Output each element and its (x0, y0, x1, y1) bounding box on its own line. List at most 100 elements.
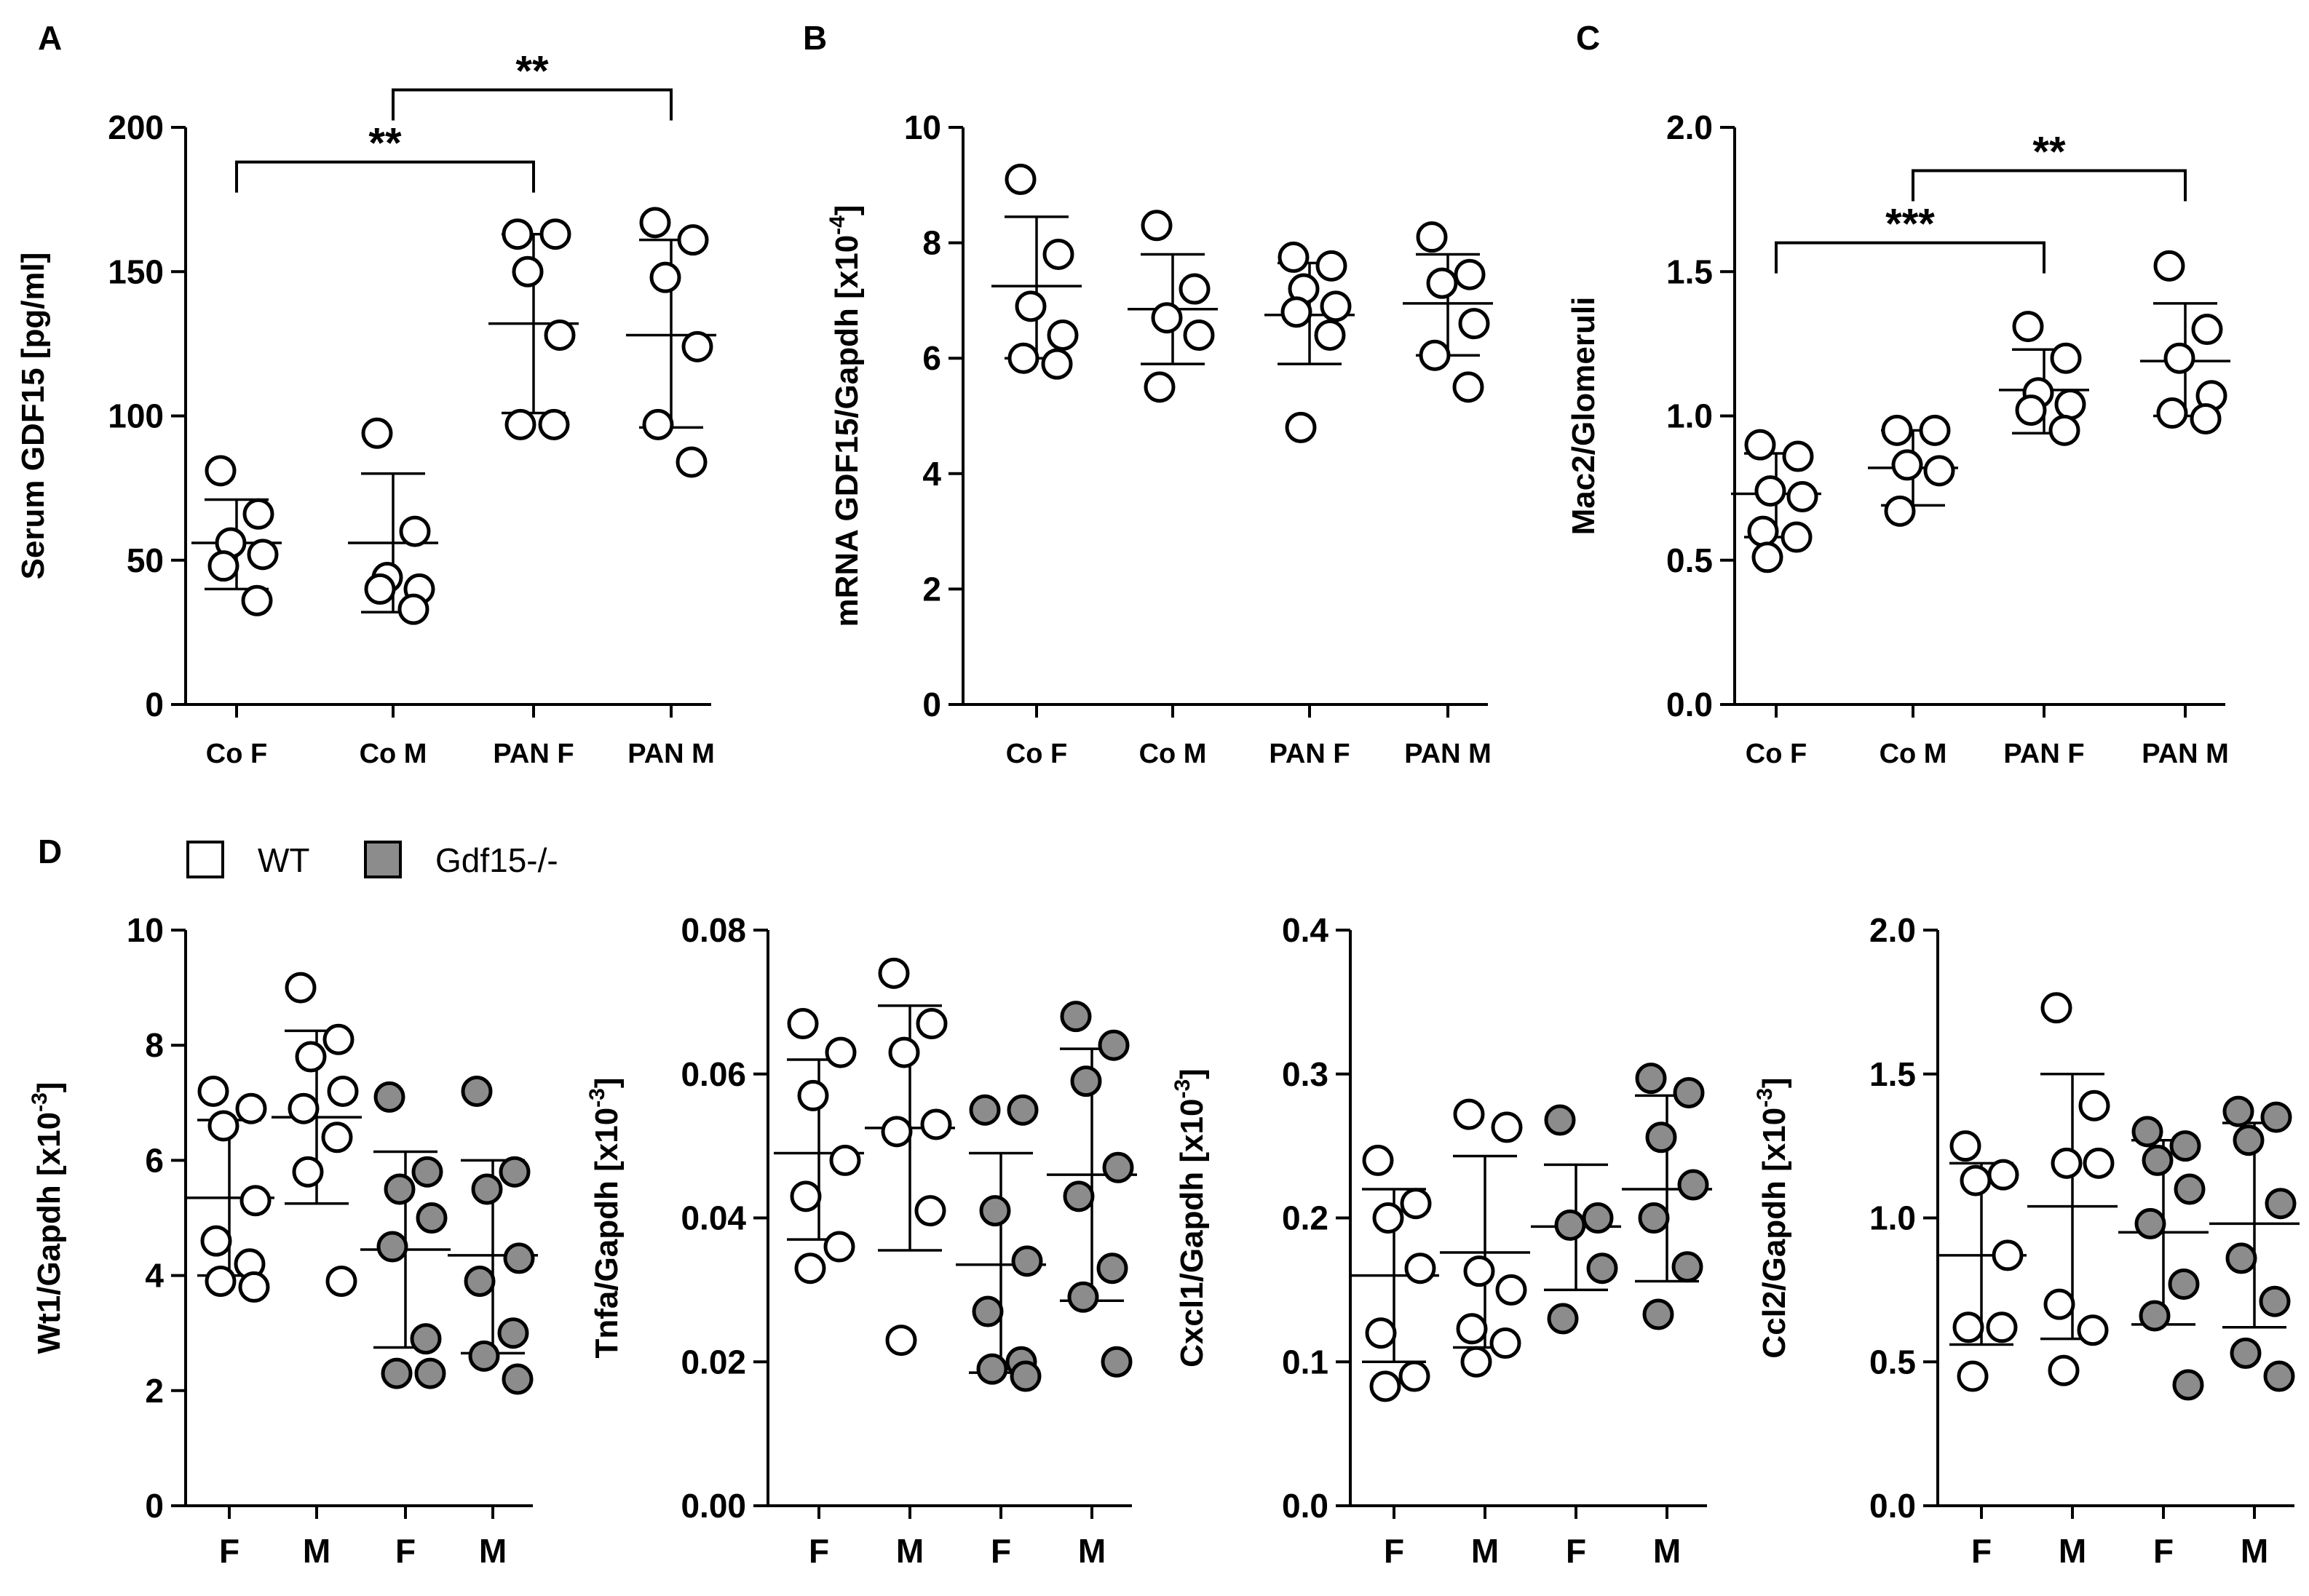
data-point (2048, 414, 2080, 446)
data-point (197, 1075, 229, 1107)
data-point (916, 1008, 948, 1040)
data-point (538, 408, 570, 440)
data-point (1744, 429, 1776, 461)
significance-label: ** (515, 47, 549, 95)
significance-label: ** (368, 120, 402, 167)
data-point (1063, 1180, 1095, 1212)
data-point (2153, 250, 2185, 282)
y-tick-label: 0.0 (1282, 1487, 1328, 1525)
data-point (414, 1357, 446, 1389)
data-point (410, 1323, 442, 1355)
data-point (2225, 1242, 2257, 1274)
data-point (1458, 308, 1490, 340)
data-point (878, 957, 910, 989)
y-axis-title-exponent: -4 (825, 215, 849, 235)
data-point (1315, 250, 1347, 282)
data-point (1949, 1130, 1981, 1162)
data-point (1101, 1346, 1133, 1378)
data-point (1151, 302, 1183, 334)
x-category-label: Co M (1139, 739, 1207, 769)
data-point (1751, 541, 1783, 573)
data-point (539, 218, 571, 250)
data-point (797, 1079, 829, 1111)
data-point (1453, 1098, 1485, 1130)
data-point (361, 417, 393, 449)
data-point (247, 539, 279, 571)
y-axis-title-text: Wt1/Gapdh [x10 (31, 1112, 67, 1354)
legend-label-wt: WT (258, 841, 310, 879)
data-point (1495, 1274, 1527, 1306)
y-tick-label: 6 (145, 1141, 164, 1179)
data-point (2263, 1360, 2295, 1392)
data-point (1400, 1188, 1432, 1220)
data-point (1456, 1313, 1488, 1345)
data-point (1786, 481, 1818, 513)
y-axis-title: Ccl2/Gapdh [x10-3] (1753, 1077, 1792, 1358)
data-point (2172, 1369, 2204, 1401)
x-category-label: F (1384, 1532, 1404, 1570)
data-point (1285, 411, 1317, 443)
data-point (825, 1036, 857, 1068)
data-point (384, 1173, 416, 1205)
y-tick-label: 10 (904, 108, 941, 146)
data-point (1183, 319, 1215, 351)
significance-bracket (1912, 169, 2187, 202)
data-point (502, 1363, 534, 1395)
y-tick-label: 0.00 (681, 1487, 746, 1525)
data-point (544, 319, 576, 351)
y-tick-label: 2 (145, 1372, 164, 1410)
x-category-label: Co F (206, 739, 267, 769)
data-point (2222, 1095, 2254, 1127)
y-axis-title: Cxcl1/Gapdh [x10-3] (1171, 1068, 1210, 1367)
y-tick-label: 0.4 (1282, 911, 1328, 949)
data-point (512, 255, 544, 287)
data-point (503, 1242, 535, 1274)
significance-bracket (392, 88, 673, 121)
y-tick-label: 4 (145, 1257, 164, 1295)
data-point (1404, 1252, 1436, 1285)
y-tick-label: 1.5 (1666, 253, 1713, 290)
x-category-label: F (1566, 1532, 1586, 1570)
data-point (1671, 1251, 1703, 1283)
panel-label-c: C (1576, 19, 1600, 57)
y-tick-label: 0 (145, 1487, 164, 1525)
significance-bracket (235, 160, 535, 193)
data-point (2163, 342, 2195, 374)
y-tick-label: 1.0 (1869, 1199, 1916, 1237)
data-point (2040, 992, 2072, 1024)
data-point (1463, 1255, 1495, 1287)
y-tick-label: 50 (127, 541, 164, 579)
y-axis-title-text: Serum GDF15 [pg/ml] (15, 253, 51, 580)
y-axis-title: Mac2/Glomeruli (1566, 297, 1601, 536)
panel-label-b: B (803, 19, 827, 57)
y-axis-title-suffix: ] (1756, 1077, 1792, 1088)
data-point (2233, 1124, 2265, 1156)
data-point (2156, 397, 2188, 429)
data-point (1007, 342, 1039, 374)
data-point (238, 1271, 270, 1303)
x-category-label: F (1971, 1532, 1992, 1570)
data-point (1923, 455, 1955, 487)
data-point (1781, 521, 1813, 553)
data-point (969, 1094, 1001, 1126)
data-point (325, 1266, 357, 1298)
data-point (920, 1108, 952, 1140)
data-point (976, 1353, 1008, 1385)
data-point (1544, 1104, 1576, 1136)
data-point (794, 1252, 826, 1285)
y-tick-label: 1.5 (1869, 1055, 1916, 1093)
data-point (1919, 414, 1951, 446)
data-point (2051, 1147, 2083, 1179)
x-category-label: M (1078, 1532, 1106, 1570)
y-axis-title-exponent: -3 (585, 1088, 609, 1108)
y-axis-title-suffix: ] (589, 1077, 625, 1088)
y-tick-label: 8 (922, 224, 941, 262)
y-tick-label: 0.06 (681, 1055, 746, 1093)
data-point (2078, 1089, 2110, 1121)
data-point (1144, 371, 1176, 403)
data-point (1102, 1151, 1134, 1183)
data-point (2131, 1116, 2163, 1148)
data-point (1582, 1202, 1614, 1234)
y-tick-label: 0 (145, 686, 164, 723)
y-axis-title-exponent: -3 (28, 1092, 52, 1112)
